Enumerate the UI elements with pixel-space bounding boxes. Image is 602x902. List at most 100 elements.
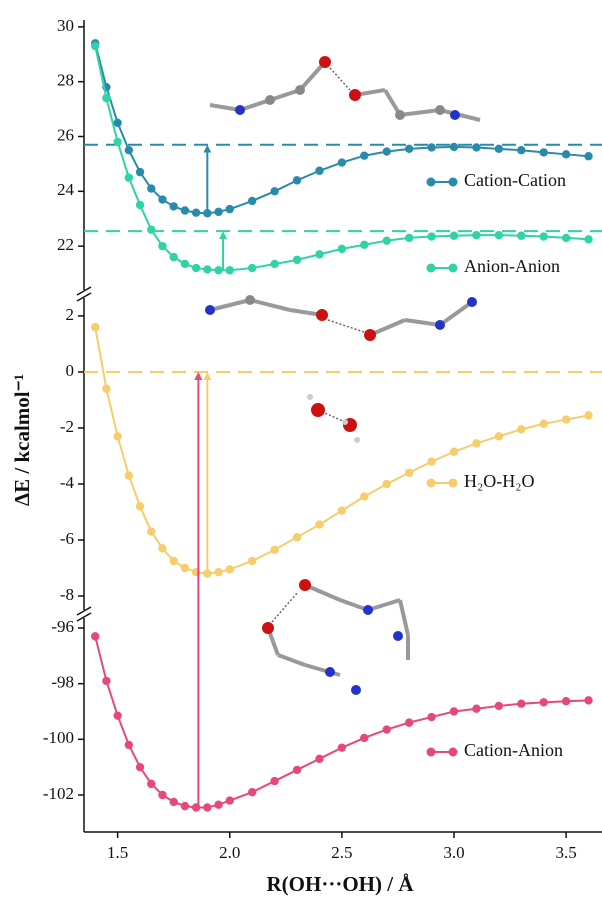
data-point (293, 533, 301, 541)
legend-marker (427, 479, 436, 488)
data-point (192, 209, 200, 217)
y-tick-label: -96 (51, 617, 74, 636)
data-point (158, 242, 166, 250)
data-point (91, 632, 99, 640)
data-point (248, 264, 256, 272)
data-point (584, 411, 592, 419)
data-point (517, 146, 525, 154)
data-point (181, 802, 189, 810)
data-point (136, 763, 144, 771)
data-point (338, 158, 346, 166)
data-point (147, 780, 155, 788)
data-point (450, 232, 458, 240)
data-point (383, 480, 391, 488)
y-tick-label: 30 (57, 16, 74, 35)
legend-label: Cation-Anion (464, 740, 563, 760)
data-point (495, 702, 503, 710)
data-point (472, 231, 480, 239)
data-point (270, 187, 278, 195)
data-point (315, 755, 323, 763)
y-tick-label: 26 (57, 125, 74, 144)
y-tick-label: -100 (43, 728, 74, 747)
data-point (405, 145, 413, 153)
data-point (102, 94, 110, 102)
data-point (169, 557, 177, 565)
data-point (192, 264, 200, 272)
data-point (91, 42, 99, 50)
data-point (91, 323, 99, 331)
data-point (383, 147, 391, 155)
data-point (169, 798, 177, 806)
y-tick-label: -98 (51, 673, 74, 692)
data-point (472, 705, 480, 713)
y-axis-label: ΔE / kcalmol⁻¹ (10, 374, 34, 506)
data-point (293, 766, 301, 774)
data-point (181, 206, 189, 214)
x-tick-label: 2.0 (219, 843, 240, 862)
data-point (181, 260, 189, 268)
data-point (181, 564, 189, 572)
data-point (136, 201, 144, 209)
data-point (270, 777, 278, 785)
data-point (405, 718, 413, 726)
chart: R(OH···OH) / Å ΔE / kcalmol⁻¹ 1.52.02.53… (0, 0, 602, 902)
data-point (293, 256, 301, 264)
series-line (95, 46, 588, 270)
legend-marker (449, 748, 458, 757)
data-point (383, 236, 391, 244)
x-tick-label: 1.5 (107, 843, 128, 862)
data-point (293, 176, 301, 184)
data-point (214, 801, 222, 809)
y-tick-label: -6 (60, 529, 74, 548)
data-point (539, 232, 547, 240)
data-point (315, 250, 323, 258)
data-point (338, 506, 346, 514)
data-point (450, 143, 458, 151)
legend-marker (449, 178, 458, 187)
data-point (125, 173, 133, 181)
data-point (125, 741, 133, 749)
data-point (539, 420, 547, 428)
data-point (584, 152, 592, 160)
x-tick-label: 3.0 (443, 843, 464, 862)
data-point (102, 677, 110, 685)
molecule-cation-cation (210, 56, 480, 120)
y-tick-label: 2 (66, 305, 75, 324)
data-point (147, 527, 155, 535)
data-point (360, 734, 368, 742)
data-point (270, 260, 278, 268)
data-point (158, 195, 166, 203)
data-point (427, 457, 435, 465)
data-point (405, 469, 413, 477)
data-point (226, 266, 234, 274)
data-point (136, 168, 144, 176)
data-point (158, 791, 166, 799)
data-point (472, 439, 480, 447)
y-tick-label: -8 (60, 585, 74, 604)
data-point (383, 725, 391, 733)
data-point (125, 146, 133, 154)
data-point (495, 432, 503, 440)
data-point (147, 184, 155, 192)
data-point (562, 415, 570, 423)
data-point (472, 143, 480, 151)
data-point (517, 425, 525, 433)
y-tick-label: -4 (60, 473, 75, 492)
data-point (338, 245, 346, 253)
data-point (562, 150, 570, 158)
data-point (315, 520, 323, 528)
legend-marker (449, 264, 458, 273)
data-point (338, 743, 346, 751)
data-point (169, 253, 177, 261)
y-tick-label: 28 (57, 71, 74, 90)
data-point (169, 202, 177, 210)
data-point (226, 796, 234, 804)
data-point (427, 713, 435, 721)
data-point (517, 700, 525, 708)
data-point (539, 698, 547, 706)
data-point (248, 197, 256, 205)
y-tick-label: -2 (60, 417, 74, 436)
data-point (562, 697, 570, 705)
data-point (584, 235, 592, 243)
legend-marker (449, 479, 458, 488)
